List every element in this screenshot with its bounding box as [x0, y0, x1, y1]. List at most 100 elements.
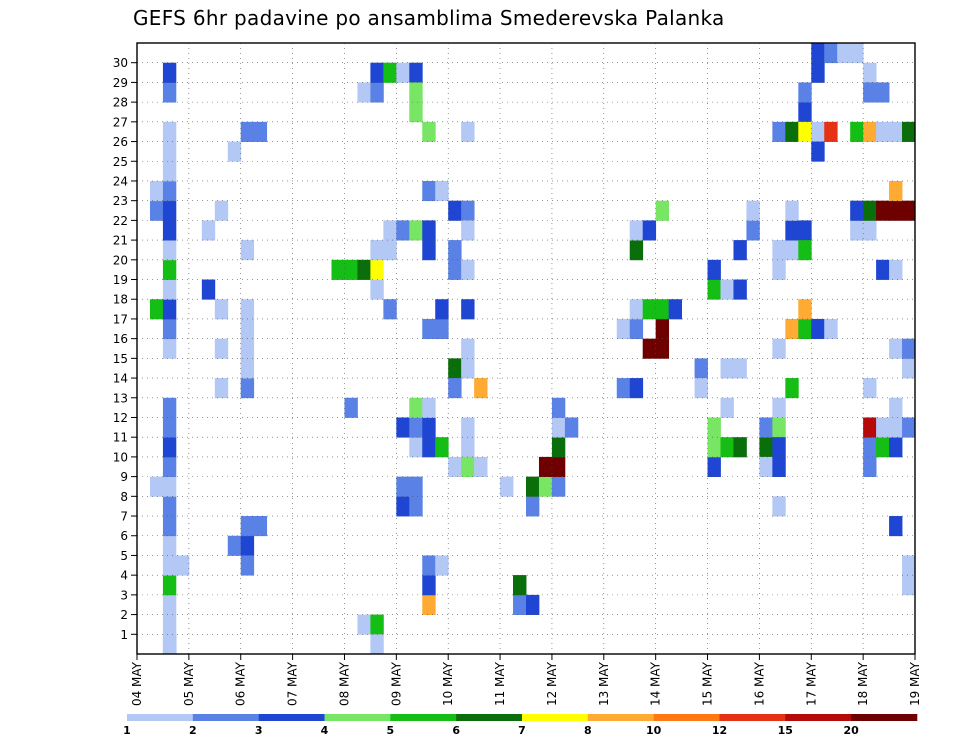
heatmap-cell — [811, 141, 825, 162]
heatmap-cell — [409, 496, 423, 517]
gridlines — [137, 43, 915, 654]
heatmap-cells — [149, 43, 916, 655]
colorbar-label: 12 — [712, 724, 727, 737]
chart-title: GEFS 6hr padavine po ansamblima Smederev… — [133, 6, 725, 30]
heatmap-cell — [383, 299, 397, 320]
heatmap-cell — [513, 594, 527, 615]
heatmap-cell — [461, 200, 475, 221]
heatmap-cell — [707, 437, 721, 458]
heatmap-cell — [733, 240, 747, 261]
heatmap-cell — [526, 476, 540, 497]
colorbar-swatch — [192, 714, 259, 721]
heatmap-cell — [162, 397, 177, 418]
colorbar-swatch — [785, 714, 852, 721]
heatmap-cell — [642, 338, 657, 359]
heatmap-cell — [422, 121, 436, 142]
heatmap-cell — [798, 82, 812, 103]
heatmap-cell — [902, 338, 916, 359]
heatmap-cell — [772, 397, 786, 418]
heatmap-cell — [370, 614, 384, 635]
heatmap-cell — [785, 378, 799, 399]
x-tick-label: 06 MAY — [234, 661, 248, 706]
colorbar-swatch — [127, 714, 194, 721]
heatmap-cell — [435, 180, 449, 202]
heatmap-cell — [902, 200, 916, 221]
heatmap-cell — [707, 279, 721, 300]
colorbar-label: 2 — [189, 724, 197, 737]
heatmap-cell — [422, 318, 436, 340]
y-tick-label: 2 — [120, 608, 128, 622]
heatmap-cell — [435, 299, 449, 320]
heatmap-cell — [526, 496, 540, 517]
y-tick-label: 20 — [113, 253, 128, 267]
heatmap-cell — [162, 437, 177, 458]
heatmap-cell — [772, 456, 786, 478]
heatmap-cell — [370, 279, 384, 300]
heatmap-cell — [759, 456, 773, 478]
heatmap-cell — [500, 476, 514, 497]
heatmap-cell — [876, 200, 890, 221]
heatmap-cell — [655, 200, 670, 221]
heatmap-cell — [422, 555, 436, 576]
heatmap-cell — [409, 476, 423, 497]
heatmap-cell — [811, 62, 825, 83]
heatmap-cell — [214, 378, 229, 399]
heatmap-cell — [422, 180, 436, 202]
y-tick-label: 5 — [120, 549, 128, 563]
heatmap-cell — [876, 121, 890, 142]
heatmap-cell — [876, 417, 890, 438]
heatmap-cell — [876, 82, 890, 103]
heatmap-cell — [149, 299, 164, 320]
heatmap-cell — [902, 417, 916, 438]
y-tick-label: 11 — [113, 431, 128, 445]
heatmap-cell — [396, 220, 410, 241]
heatmap-cell — [863, 417, 877, 438]
heatmap-cell — [642, 220, 657, 241]
heatmap-cell — [772, 240, 786, 261]
heatmap-cell — [240, 358, 255, 379]
colorbar-swatch — [456, 714, 523, 721]
x-tick-label: 04 MAY — [130, 661, 144, 706]
heatmap-cell — [889, 121, 903, 142]
heatmap-cell — [759, 437, 773, 458]
heatmap-cell — [370, 634, 384, 655]
heatmap-cell — [629, 378, 644, 399]
colorbar-swatch — [653, 714, 720, 721]
x-tick-label: 19 MAY — [908, 661, 922, 706]
heatmap-cell — [863, 82, 877, 103]
colorbar-swatch — [851, 714, 918, 721]
heatmap-cell — [785, 220, 799, 241]
heatmap-cell — [876, 437, 890, 458]
heatmap-cell — [162, 259, 177, 280]
heatmap-cell — [162, 496, 177, 517]
heatmap-cell — [357, 82, 371, 103]
heatmap-cell — [240, 516, 255, 537]
heatmap-cell — [551, 476, 566, 497]
heatmap-cell — [798, 299, 812, 320]
heatmap-cell — [746, 220, 760, 241]
heatmap-cell — [162, 121, 177, 142]
x-tick-label: 15 MAY — [701, 661, 715, 706]
heatmap-cell — [824, 318, 838, 340]
heatmap-cell — [162, 516, 177, 537]
y-tick-label: 7 — [120, 510, 128, 524]
heatmap-cell — [396, 476, 410, 497]
heatmap-cell — [707, 259, 721, 280]
heatmap-cell — [162, 535, 177, 556]
heatmap-cell — [162, 141, 177, 162]
y-tick-label: 24 — [113, 174, 128, 188]
heatmap-cell — [798, 121, 812, 142]
x-tick-label: 10 MAY — [441, 661, 455, 706]
heatmap-cell — [357, 614, 371, 635]
heatmap-cell — [720, 358, 734, 379]
heatmap-cell — [655, 318, 670, 340]
heatmap-cell — [889, 180, 903, 202]
heatmap-cell — [240, 121, 255, 142]
x-tick-label: 14 MAY — [649, 661, 663, 706]
heatmap-cell — [461, 437, 475, 458]
heatmap-cell — [811, 121, 825, 142]
heatmap-cell — [201, 220, 216, 241]
y-tick-label: 1 — [120, 628, 128, 642]
x-tick-label: 08 MAY — [338, 661, 352, 706]
heatmap-cell — [629, 318, 644, 340]
